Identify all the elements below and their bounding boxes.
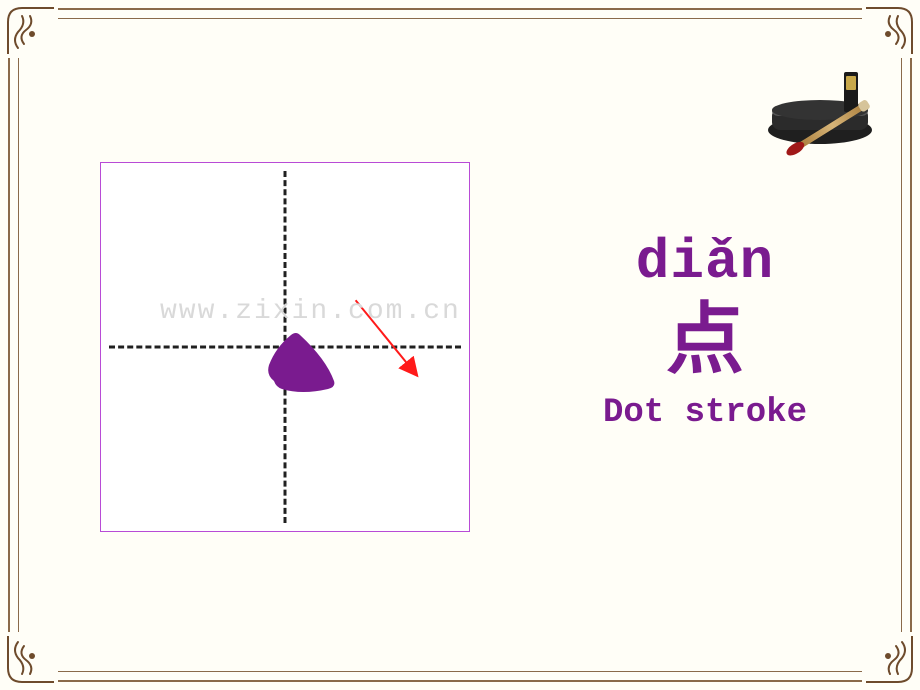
stroke-label-block: diǎn 点 Dot stroke	[555, 230, 855, 432]
corner-ornament-br	[862, 632, 916, 686]
pinyin-label: diǎn	[555, 230, 855, 294]
english-label: Dot stroke	[555, 394, 855, 432]
dot-stroke-shape	[236, 313, 356, 413]
calligraphy-brush-icon	[760, 70, 880, 160]
corner-ornament-tr	[862, 4, 916, 58]
corner-ornament-tl	[4, 4, 58, 58]
corner-ornament-bl	[4, 632, 58, 686]
character-practice-grid	[100, 162, 470, 532]
hanzi-label: 点	[555, 304, 855, 390]
